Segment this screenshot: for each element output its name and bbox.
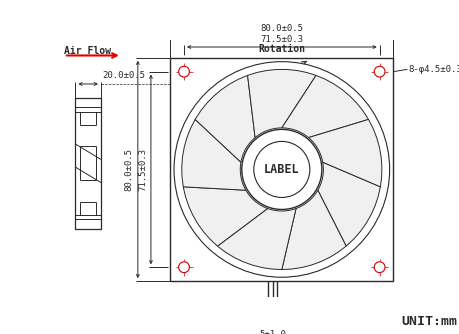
Text: 5±1.0: 5±1.0	[259, 330, 286, 334]
Circle shape	[179, 262, 190, 273]
Bar	[266, 304, 280, 310]
Text: Rotation: Rotation	[258, 44, 305, 54]
Text: UNIT:mm: UNIT:mm	[401, 315, 457, 328]
Polygon shape	[247, 69, 316, 138]
Text: Air Flow: Air Flow	[64, 46, 111, 56]
Polygon shape	[195, 75, 255, 162]
Polygon shape	[182, 119, 246, 190]
Polygon shape	[183, 187, 268, 246]
Text: 71.5±0.3: 71.5±0.3	[260, 35, 303, 44]
Text: 80.0±0.5: 80.0±0.5	[260, 24, 303, 33]
Circle shape	[374, 262, 385, 273]
Text: 71.5±0.3: 71.5±0.3	[138, 148, 147, 191]
Text: LABEL: LABEL	[264, 163, 300, 176]
Polygon shape	[218, 208, 296, 270]
Circle shape	[254, 141, 310, 197]
Bar	[170, 58, 393, 281]
Polygon shape	[318, 162, 381, 246]
Text: 80.0±0.5: 80.0±0.5	[124, 148, 133, 191]
Circle shape	[174, 62, 390, 277]
Polygon shape	[282, 75, 369, 138]
Circle shape	[242, 129, 322, 209]
Polygon shape	[308, 119, 382, 187]
Circle shape	[179, 66, 190, 77]
Text: 8-φ4.5±0.3: 8-φ4.5±0.3	[409, 65, 459, 74]
Bar	[75, 98, 101, 229]
Polygon shape	[282, 190, 346, 270]
Text: 20.0±0.5: 20.0±0.5	[102, 71, 145, 80]
Circle shape	[374, 66, 385, 77]
